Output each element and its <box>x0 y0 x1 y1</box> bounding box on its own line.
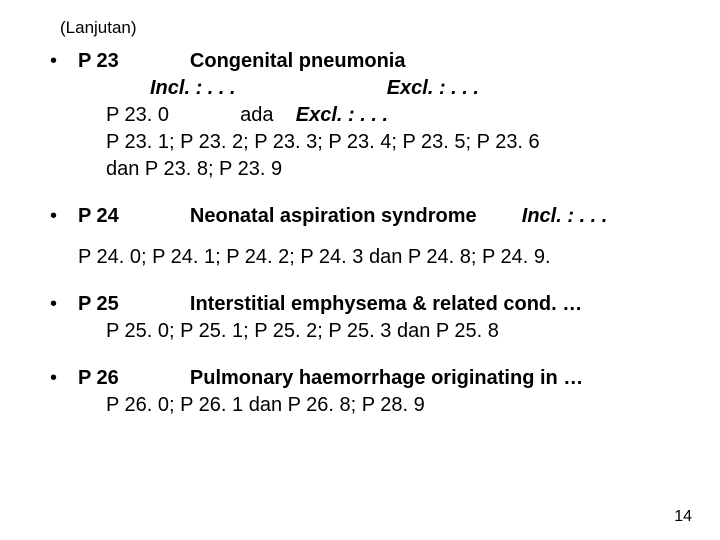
p23-heading-row: • P 23 Congenital pneumonia <box>50 48 680 75</box>
p23-line3: P 23. 1; P 23. 2; P 23. 3; P 23. 4; P 23… <box>50 129 680 156</box>
p23-title: Congenital pneumonia <box>190 50 406 72</box>
p26-title: Pulmonary haemorrhage originating in … <box>190 367 583 389</box>
p25-heading-row: • P 25 Interstitial emphysema & related … <box>50 291 680 318</box>
p23-block: • P 23 Congenital pneumonia Incl. : . . … <box>50 48 680 183</box>
p26-line2: P 26. 0; P 26. 1 dan P 26. 8; P 28. 9 <box>50 392 680 419</box>
p23-line4: dan P 23. 8; P 23. 9 <box>50 156 680 183</box>
p24-title: Neonatal aspiration syndrome <box>190 205 477 227</box>
p23-line2: P 23. 0 ada Excl. : . . . <box>50 102 680 129</box>
p25-line2: P 25. 0; P 25. 1; P 25. 2; P 25. 3 dan P… <box>50 318 680 345</box>
slide-header: (Lanjutan) <box>60 18 680 38</box>
p23-excl: Excl. : . . . <box>387 77 479 99</box>
p23-line2-code: P 23. 0 <box>106 104 169 126</box>
p25-title: Interstitial emphysema & related cond. … <box>190 293 582 315</box>
bullet-icon: • <box>50 291 78 318</box>
p23-incl-excl: Incl. : . . . Excl. : . . . <box>50 75 680 102</box>
p24-heading-row: • P 24 Neonatal aspiration syndrome Incl… <box>50 203 680 230</box>
bullet-icon: • <box>50 48 78 75</box>
slide-page: (Lanjutan) • P 23 Congenital pneumonia I… <box>0 0 720 540</box>
p24-line2: P 24. 0; P 24. 1; P 24. 2; P 24. 3 dan P… <box>50 244 680 271</box>
p25-code: P 25 <box>78 291 119 318</box>
page-number: 14 <box>674 508 692 526</box>
p24-block: • P 24 Neonatal aspiration syndrome Incl… <box>50 203 680 271</box>
p24-incl: Incl. : . . . <box>522 205 608 227</box>
bullet-icon: • <box>50 365 78 392</box>
p26-block: • P 26 Pulmonary haemorrhage originating… <box>50 365 680 419</box>
p23-line2-mid: ada <box>240 104 273 126</box>
p24-code: P 24 <box>78 203 119 230</box>
p23-incl: Incl. : . . . <box>150 77 236 99</box>
p26-heading-row: • P 26 Pulmonary haemorrhage originating… <box>50 365 680 392</box>
p25-block: • P 25 Interstitial emphysema & related … <box>50 291 680 345</box>
p26-code: P 26 <box>78 365 119 392</box>
p23-line2-excl: Excl. : . . . <box>296 104 388 126</box>
p23-code: P 23 <box>78 48 119 75</box>
bullet-icon: • <box>50 203 78 230</box>
